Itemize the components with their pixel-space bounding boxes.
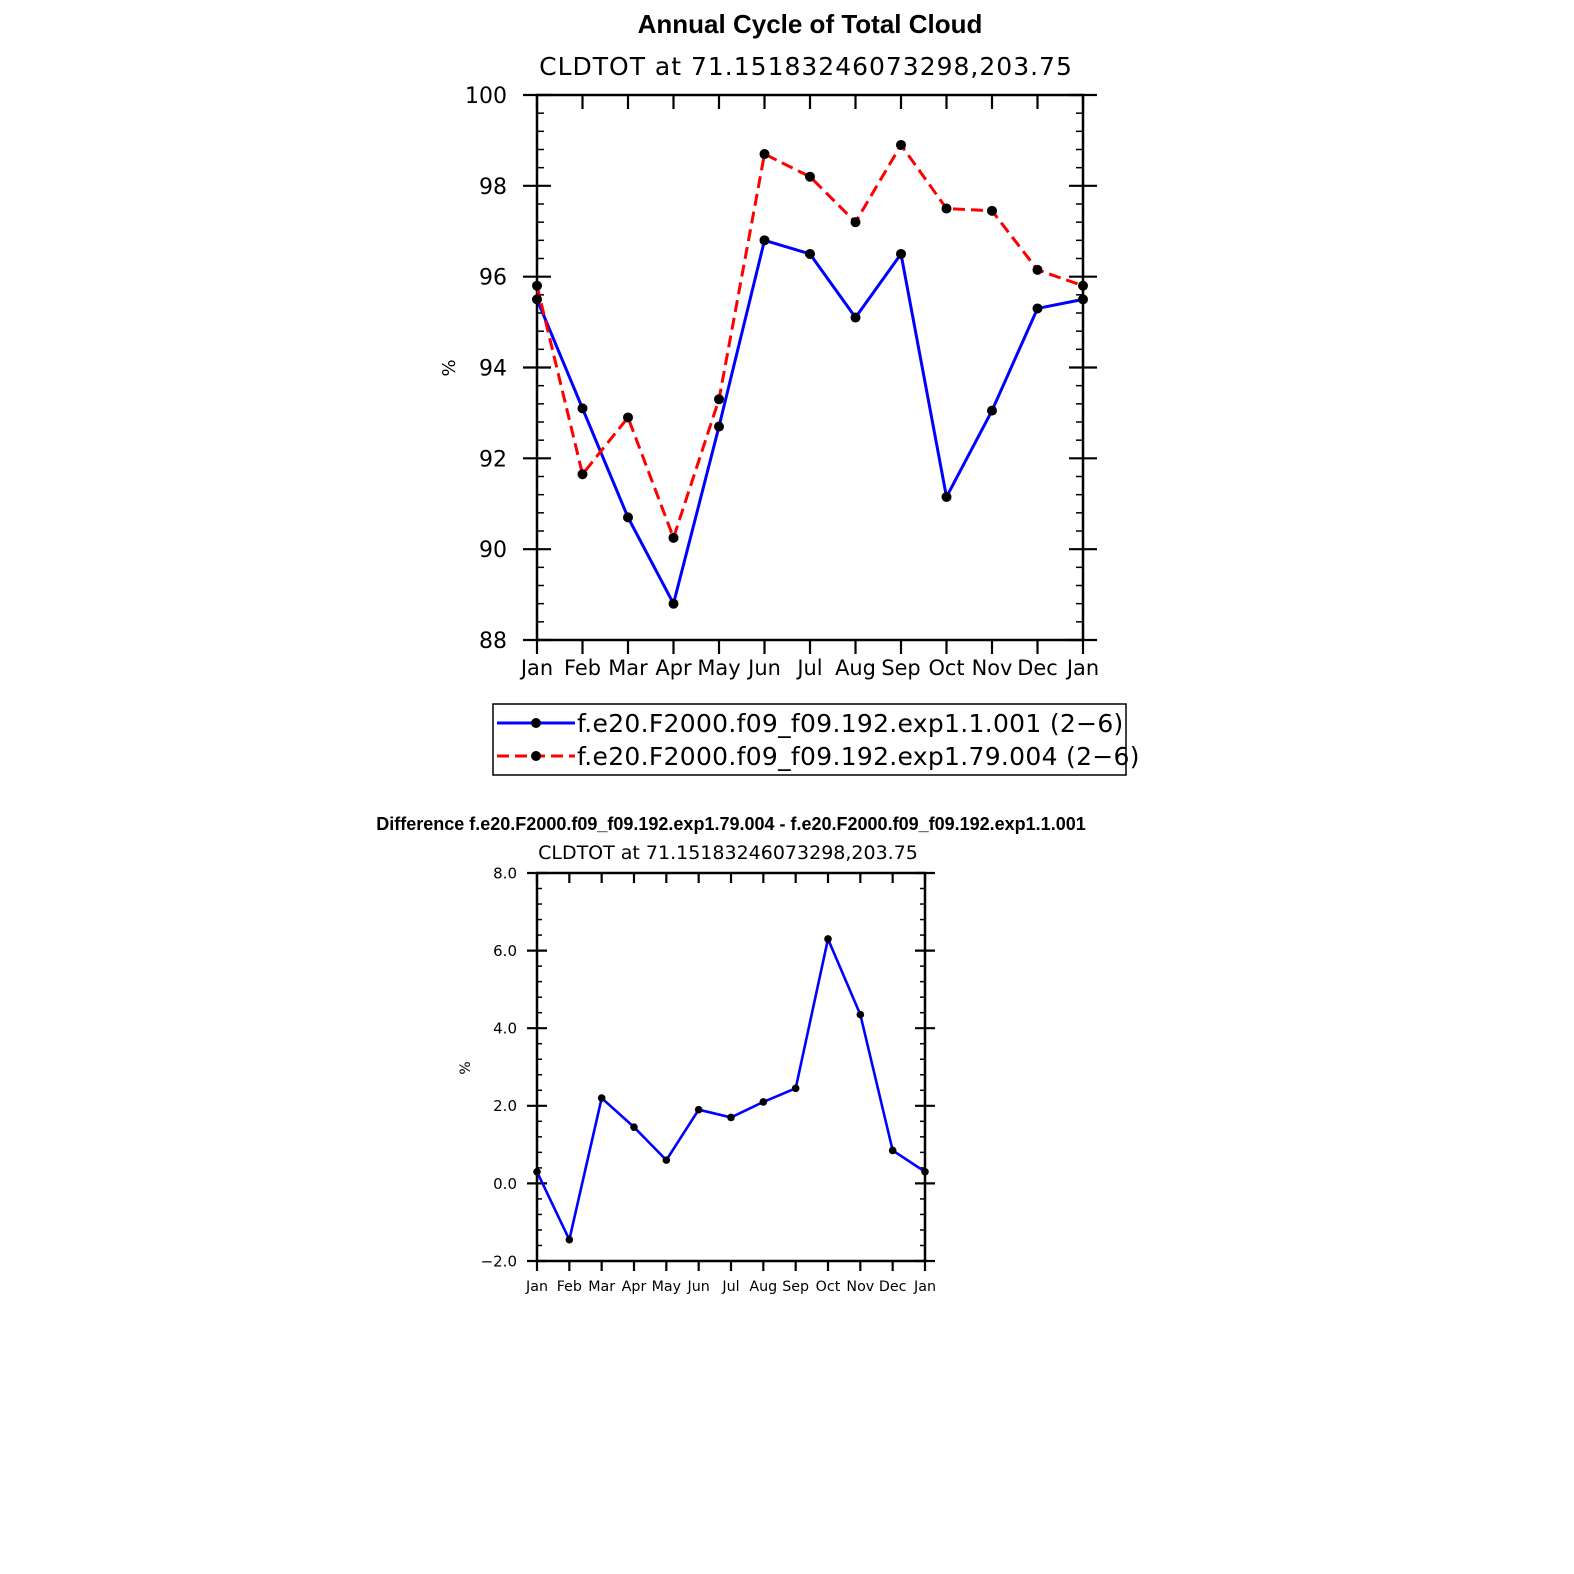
chart-title: Annual Cycle of Total Cloud xyxy=(638,9,983,39)
data-point xyxy=(623,512,633,523)
x-tick-label: Nov xyxy=(846,1279,874,1295)
y-tick-label: 96 xyxy=(479,266,507,291)
x-tick-label: Jul xyxy=(795,656,822,680)
y-tick-label: 0.0 xyxy=(493,1175,517,1193)
difference-chart: Difference f.e20.F2000.f09_f09.192.exp1.… xyxy=(376,814,1085,1295)
data-point xyxy=(630,1123,638,1131)
data-point xyxy=(714,421,724,432)
data-point xyxy=(668,598,679,609)
data-point xyxy=(987,205,997,216)
data-point xyxy=(694,1105,703,1114)
data-point xyxy=(1078,280,1088,291)
data-point xyxy=(668,532,679,543)
data-point xyxy=(597,1094,606,1102)
x-tick-label: Jun xyxy=(687,1279,710,1295)
data-point xyxy=(824,935,832,943)
x-tick-label: Dec xyxy=(879,1279,907,1295)
data-point xyxy=(623,412,633,423)
y-tick-label: 94 xyxy=(479,356,507,381)
x-tick-label: Jan xyxy=(1065,656,1099,680)
legend-marker xyxy=(531,751,541,761)
series-line xyxy=(535,143,1084,540)
x-tick-label: Oct xyxy=(816,1279,841,1295)
x-tick-label: Nov xyxy=(972,656,1013,680)
y-tick-label: 4.0 xyxy=(493,1020,517,1038)
x-tick-label: Mar xyxy=(608,656,648,680)
data-point xyxy=(727,1113,735,1122)
annual-cycle-chart: Annual Cycle of Total Cloud CLDTOT at 71… xyxy=(439,9,1140,776)
data-point xyxy=(805,248,815,259)
legend-label: f.e20.F2000.f09_f09.192.exp1.1.001 (2−6) xyxy=(577,709,1124,738)
data-point xyxy=(565,1235,574,1244)
data-point xyxy=(987,405,997,416)
y-tick-label: 90 xyxy=(479,538,507,563)
x-tick-label: Sep xyxy=(881,656,920,680)
y-tick-label: 6.0 xyxy=(493,942,517,960)
data-point xyxy=(532,294,542,305)
x-tick-label: Aug xyxy=(749,1279,777,1295)
x-tick-label: May xyxy=(697,656,740,680)
data-point xyxy=(577,403,588,414)
chart-subtitle: CLDTOT at 71.15183246073298,203.75 xyxy=(539,52,1073,81)
y-tick-label: 88 xyxy=(479,629,507,654)
data-point xyxy=(896,248,906,259)
chart-title: Difference f.e20.F2000.f09_f09.192.exp1.… xyxy=(376,814,1085,834)
data-point xyxy=(533,1167,541,1176)
data-point xyxy=(1032,264,1043,275)
data-point xyxy=(791,1084,800,1093)
x-tick-label: May xyxy=(652,1279,682,1295)
x-tick-label: Apr xyxy=(655,656,692,680)
x-tick-label: Dec xyxy=(1017,656,1057,680)
data-point xyxy=(856,1010,865,1019)
y-tick-label: −2.0 xyxy=(481,1252,517,1270)
legend: f.e20.F2000.f09_f09.192.exp1.1.001 (2−6)… xyxy=(492,703,1140,776)
plot-frame xyxy=(535,871,927,1263)
x-tick-label: Jan xyxy=(913,1279,936,1295)
data-point xyxy=(662,1156,671,1164)
data-point xyxy=(1032,303,1043,314)
x-tick-label: Jul xyxy=(721,1279,739,1295)
y-tick-label: 92 xyxy=(479,447,507,472)
data-point xyxy=(577,469,588,480)
y-tick-label: 8.0 xyxy=(493,864,517,882)
data-point xyxy=(941,491,952,502)
data-point xyxy=(759,1098,768,1106)
data-point xyxy=(759,235,770,246)
chart-subtitle: CLDTOT at 71.15183246073298,203.75 xyxy=(538,842,918,864)
x-tick-label: Feb xyxy=(564,656,601,680)
legend-label: f.e20.F2000.f09_f09.192.exp1.79.004 (2−6… xyxy=(577,742,1140,771)
data-point xyxy=(850,217,861,228)
x-tick-label: Feb xyxy=(557,1279,582,1295)
x-tick-label: Apr xyxy=(622,1279,647,1295)
data-point xyxy=(805,171,815,182)
x-tick-label: Jun xyxy=(746,656,781,680)
data-point xyxy=(888,1146,897,1155)
data-point xyxy=(921,1167,929,1176)
data-point xyxy=(850,312,861,323)
y-axis-label: % xyxy=(458,1061,474,1074)
series-line xyxy=(535,238,1084,606)
x-tick-label: Sep xyxy=(782,1279,809,1295)
data-point xyxy=(941,203,952,214)
y-tick-label: 98 xyxy=(479,175,507,200)
series-line xyxy=(535,937,926,1241)
y-tick-label: 2.0 xyxy=(493,1097,517,1115)
y-tick-label: 100 xyxy=(465,84,507,109)
data-point xyxy=(1078,294,1088,305)
x-tick-label: Oct xyxy=(928,656,964,680)
data-point xyxy=(714,394,724,405)
legend-marker xyxy=(531,718,541,728)
x-tick-label: Mar xyxy=(588,1279,615,1295)
x-tick-label: Aug xyxy=(835,656,876,680)
data-point xyxy=(896,139,906,150)
y-axis-label: % xyxy=(439,359,460,376)
x-tick-label: Jan xyxy=(519,656,553,680)
x-tick-label: Jan xyxy=(525,1279,548,1295)
data-point xyxy=(532,280,542,291)
legend-box xyxy=(492,703,1127,776)
data-point xyxy=(759,149,770,160)
